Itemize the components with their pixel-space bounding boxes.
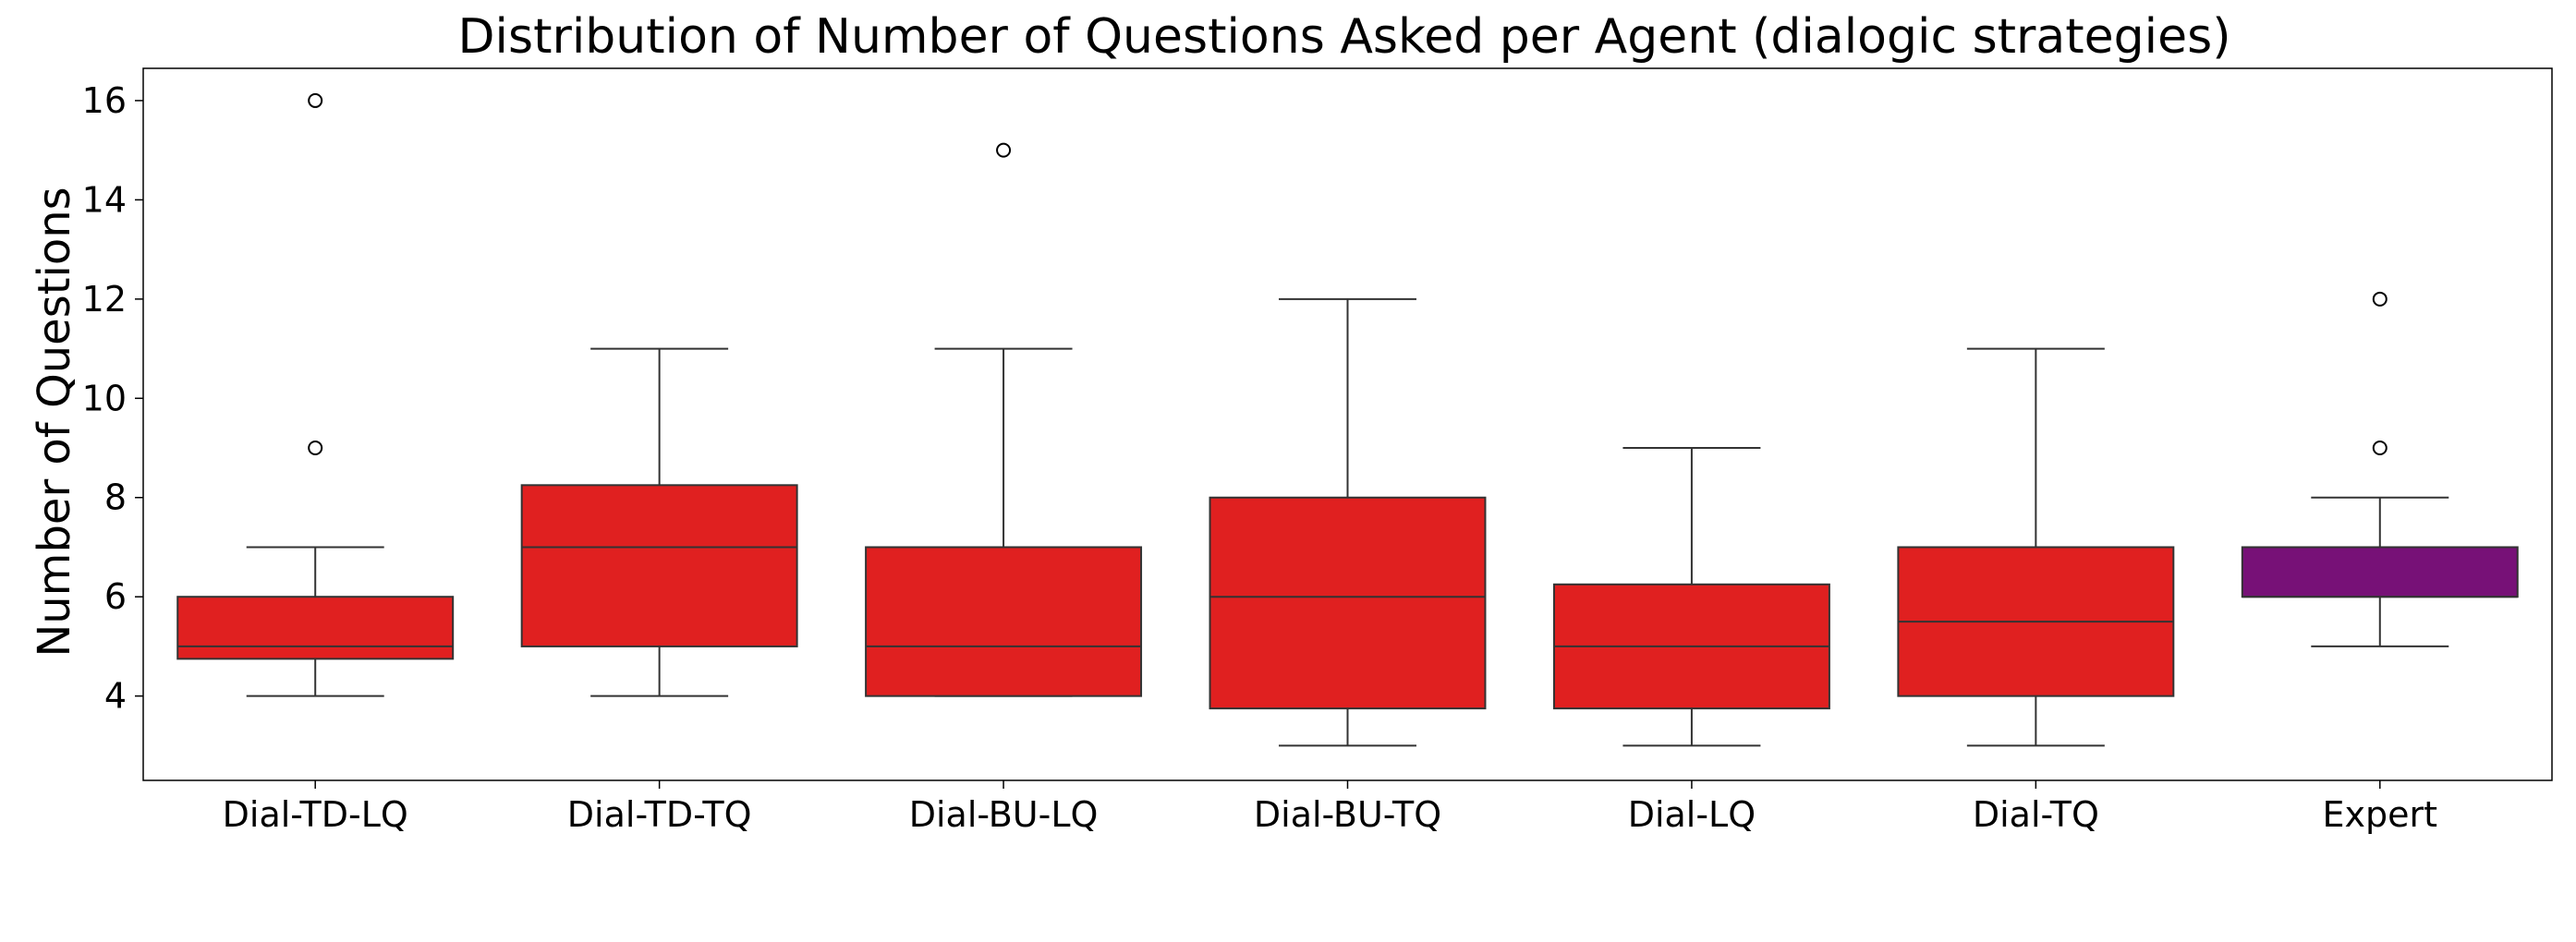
- y-tick-label-10: 10: [82, 378, 127, 418]
- x-tick-label-dial-bu-tq: Dial-BU-TQ: [1254, 794, 1441, 835]
- x-tick-label-expert: Expert: [2323, 794, 2438, 835]
- outlier-point-expert: [2372, 291, 2388, 307]
- plot-frame: [142, 67, 2553, 781]
- x-tick-label-dial-lq: Dial-LQ: [1628, 794, 1756, 835]
- chart-title: Distribution of Number of Questions Aske…: [458, 9, 2231, 65]
- y-tick-label-4: 4: [104, 676, 127, 717]
- x-tick-label-dial-td-lq: Dial-TD-LQ: [223, 794, 408, 835]
- y-tick-label-12: 12: [82, 279, 127, 320]
- y-tick-label-8: 8: [104, 477, 127, 518]
- box-expert: [2241, 546, 2519, 598]
- x-tick-label-dial-td-tq: Dial-TD-TQ: [567, 794, 752, 835]
- y-axis-label: Number of Questions: [29, 187, 80, 657]
- x-tick-label-dial-bu-lq: Dial-BU-LQ: [909, 794, 1099, 835]
- box-dial-td-lq: [176, 596, 455, 660]
- y-tick-label-14: 14: [82, 179, 127, 220]
- box-dial-bu-tq: [1209, 496, 1487, 710]
- outlier-point-dial-td-lq: [308, 92, 323, 108]
- plot-area: Dial-TD-LQ Dial-TD-TQ Dial-BU-LQ Dial-BU-TQ…: [82, 67, 2553, 835]
- box-dial-td-tq: [520, 484, 798, 647]
- outlier-point-dial-td-lq: [308, 441, 323, 456]
- box-dial-bu-lq: [865, 546, 1143, 697]
- outlier-point-dial-bu-lq: [996, 142, 1012, 158]
- y-tick-label-6: 6: [104, 576, 127, 617]
- x-tick-label-dial-tq: Dial-TQ: [1973, 794, 2099, 835]
- y-tick-label-16: 16: [82, 80, 127, 121]
- outlier-point-expert: [2372, 441, 2388, 456]
